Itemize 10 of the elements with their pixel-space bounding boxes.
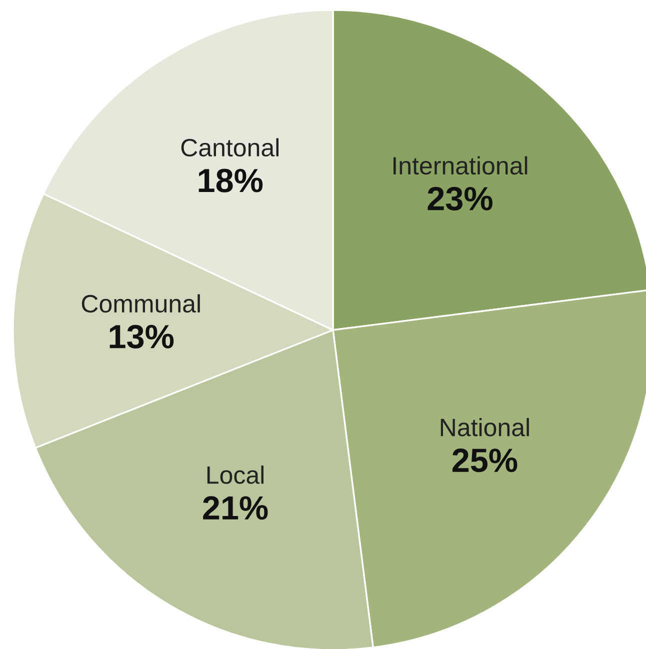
slice-label: National <box>440 418 529 436</box>
slice-label: Communal <box>82 294 200 313</box>
slice-label: Local <box>207 466 264 484</box>
data-label: 21% <box>203 496 268 520</box>
slice-label: Cantonal <box>181 138 278 157</box>
data-label: 18% <box>198 168 263 192</box>
slice-label: International <box>393 156 528 175</box>
data-label: 13% <box>110 324 174 348</box>
data-label: 25% <box>452 448 518 472</box>
data-label: 23% <box>428 186 492 211</box>
